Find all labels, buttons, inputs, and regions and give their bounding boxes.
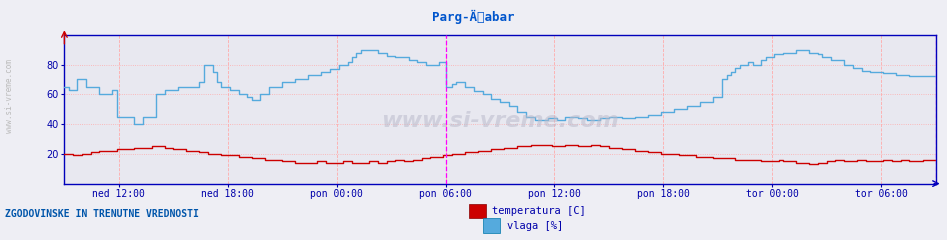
Text: www.si-vreme.com: www.si-vreme.com (5, 59, 14, 133)
Text: www.si-vreme.com: www.si-vreme.com (381, 111, 619, 131)
Text: Parg-Äabar: Parg-Äabar (432, 10, 515, 24)
Text: ZGODOVINSKE IN TRENUTNE VREDNOSTI: ZGODOVINSKE IN TRENUTNE VREDNOSTI (5, 209, 199, 219)
Text: temperatura [C]: temperatura [C] (492, 206, 586, 216)
Text: vlaga [%]: vlaga [%] (507, 221, 563, 231)
